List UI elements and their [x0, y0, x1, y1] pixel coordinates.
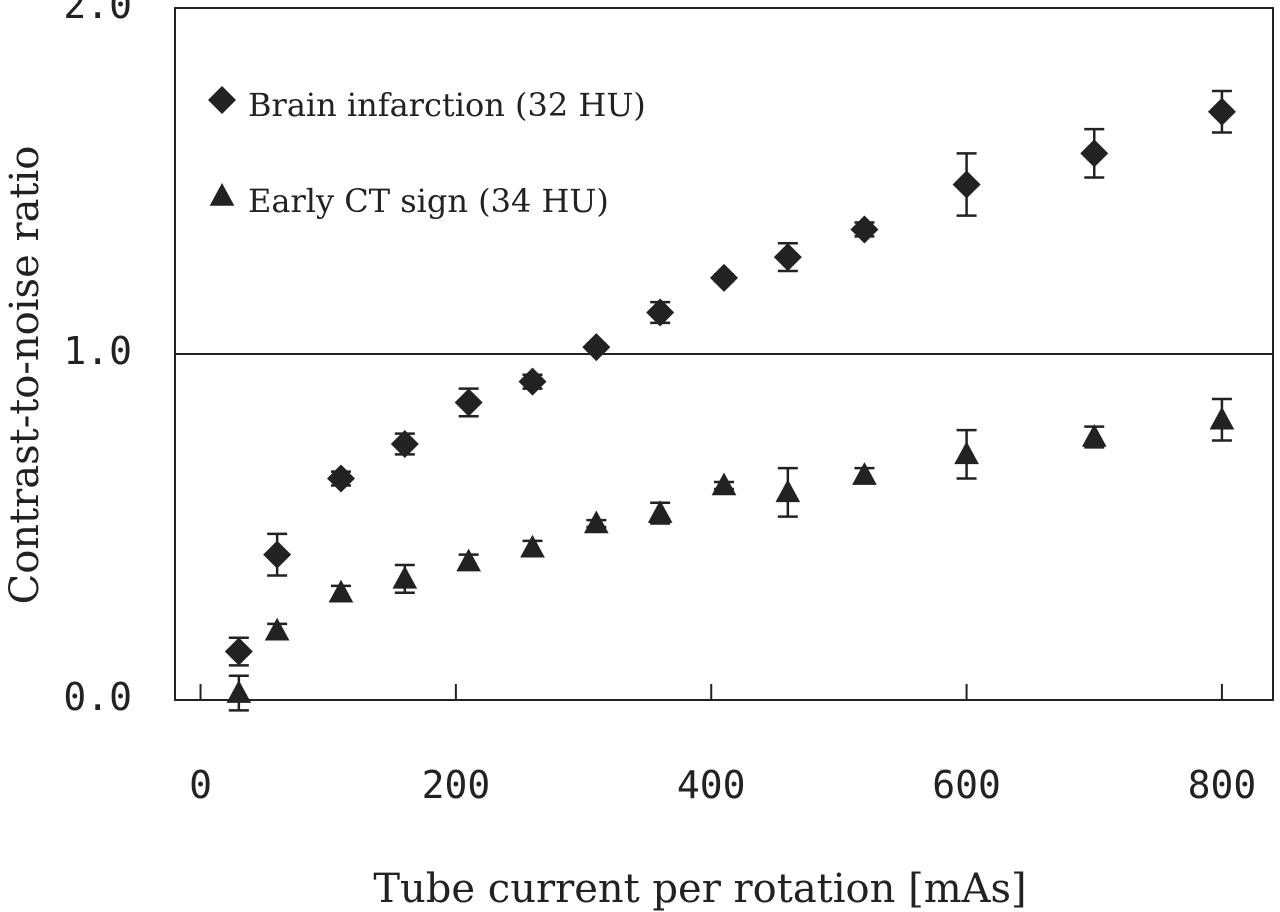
data-point-triangle	[328, 579, 354, 603]
data-point-triangle	[226, 680, 252, 703]
axes-layer: 0 200 400 600 800 0.0 1.0 2.0	[63, 0, 1274, 807]
data-point-diamond	[1207, 97, 1236, 126]
data-point-triangle	[711, 472, 737, 496]
x-axis-title: Tube current per rotation [mAs]	[373, 866, 1026, 912]
x-tick-label: 800	[1188, 763, 1257, 807]
data-point-diamond	[518, 367, 547, 396]
data-point-triangle	[520, 534, 545, 558]
data-point-triangle	[1081, 424, 1107, 447]
data-point-diamond	[773, 243, 802, 272]
y-tick-label: 0.0	[63, 675, 132, 719]
marks-layer	[224, 89, 1236, 712]
x-tick-label: 0	[189, 763, 212, 807]
legend: Brain infarction (32 HU) Early CT sign (3…	[208, 86, 646, 220]
data-point-diamond	[952, 170, 981, 199]
legend-label: Brain infarction (32 HU)	[248, 86, 646, 124]
data-point-triangle	[1209, 406, 1235, 430]
legend-label: Early CT sign (34 HU)	[248, 182, 609, 220]
data-point-diamond	[850, 215, 879, 244]
data-point-triangle	[954, 441, 979, 465]
data-point-diamond	[582, 333, 611, 362]
data-point-diamond	[390, 429, 419, 458]
data-point-triangle	[456, 548, 482, 572]
series-triangle	[226, 397, 1235, 712]
legend-marker-diamond	[208, 86, 236, 114]
x-tick-label: 600	[932, 763, 1001, 807]
legend-marker-triangle	[209, 183, 235, 206]
y-tick-label: 2.0	[63, 0, 132, 27]
data-point-diamond	[454, 388, 483, 417]
data-point-triangle	[583, 510, 609, 534]
data-point-diamond	[224, 637, 253, 666]
x-tick-label: 200	[422, 763, 491, 807]
data-point-triangle	[392, 565, 418, 589]
data-point-diamond	[710, 263, 738, 292]
data-point-diamond	[263, 540, 292, 569]
y-axis-title: Contrast-to-noise ratio	[2, 146, 48, 605]
series-diamond	[224, 89, 1236, 667]
data-point-diamond	[646, 298, 675, 327]
data-point-triangle	[264, 617, 290, 641]
data-point-diamond	[1080, 139, 1109, 168]
x-tick-label: 400	[677, 763, 746, 807]
y-tick-label: 1.0	[63, 329, 132, 373]
data-point-triangle	[775, 479, 801, 503]
data-point-triangle	[852, 462, 877, 485]
data-point-triangle	[647, 500, 673, 523]
data-point-diamond	[326, 464, 355, 493]
